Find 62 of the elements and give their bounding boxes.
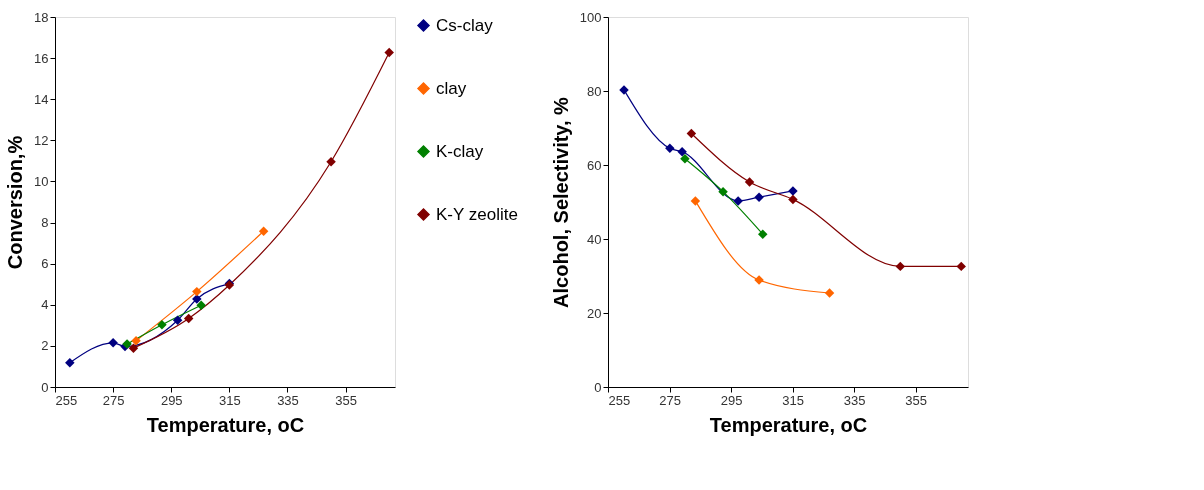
y-tick-label: 8	[41, 215, 49, 231]
point	[744, 177, 755, 187]
x-tick-label: 335	[843, 392, 866, 408]
y-tick-label: 0	[41, 379, 49, 395]
y-tick-label: 20	[587, 305, 602, 321]
y-axis-title: Conversion,%	[4, 135, 27, 270]
point	[65, 358, 75, 368]
y-tick-label: 100	[579, 9, 602, 25]
x-tick-label: 295	[160, 392, 183, 408]
point	[680, 153, 690, 164]
point	[128, 343, 139, 353]
point	[718, 186, 728, 197]
x-axis-title: Temperature, oC	[146, 413, 305, 436]
point	[665, 143, 675, 154]
x-tick-label: 275	[659, 392, 681, 408]
y-tick-label: 18	[34, 9, 49, 25]
point	[384, 47, 394, 58]
legend-label: clay	[436, 78, 467, 98]
point	[196, 300, 206, 310]
point	[686, 128, 697, 139]
x-tick-label: 295	[720, 392, 743, 408]
point	[326, 156, 336, 167]
point	[258, 226, 269, 236]
point	[956, 261, 966, 272]
point	[733, 196, 743, 206]
y-tick-label: 4	[41, 297, 49, 313]
x-tick-label: 275	[102, 392, 125, 408]
y-tick-label: 0	[594, 379, 602, 395]
point	[183, 313, 194, 324]
point	[758, 229, 768, 239]
point	[157, 319, 167, 330]
y-tick-label: 14	[34, 91, 49, 107]
point	[192, 286, 202, 297]
y-tick-label: 12	[34, 132, 49, 148]
x-tick-label: 315	[219, 392, 241, 408]
x-tick-label: 255	[55, 392, 78, 408]
point	[108, 338, 118, 348]
x-tick-label: 315	[782, 392, 804, 408]
legend-label: K-clay	[436, 141, 484, 161]
x-axis-title: Temperature, oC	[709, 413, 868, 436]
point	[788, 194, 798, 205]
point	[895, 261, 906, 272]
y-tick-label: 16	[34, 50, 49, 66]
legend-label: K-Y zeolite	[436, 204, 518, 224]
point	[677, 146, 687, 157]
point	[824, 288, 835, 298]
y-tick-label: 10	[34, 173, 49, 189]
x-tick-label: 355	[335, 392, 357, 408]
y-tick-label: 80	[587, 83, 602, 99]
point	[172, 315, 183, 325]
y-tick-label: 6	[41, 256, 49, 272]
point	[754, 192, 764, 202]
x-tick-label: 255	[608, 392, 631, 408]
point	[131, 336, 141, 346]
legend-label: Cs-clay	[436, 15, 494, 35]
y-axis-title: Alcohol, Selectivity, %	[549, 96, 572, 308]
x-tick-label: 355	[905, 392, 928, 408]
x-tick-label: 335	[277, 392, 299, 408]
y-tick-label: 2	[41, 338, 49, 354]
y-tick-label: 40	[587, 231, 602, 247]
y-tick-label: 60	[587, 157, 602, 173]
point	[690, 196, 701, 206]
